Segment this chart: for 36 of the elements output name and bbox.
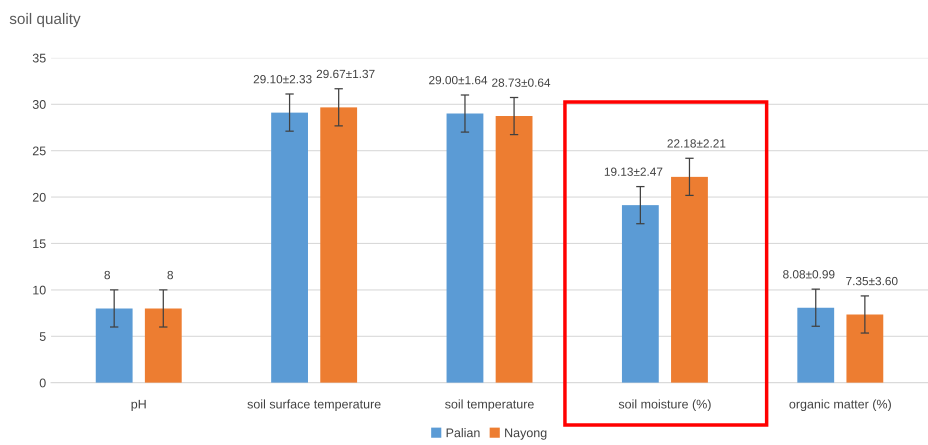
bar	[96, 308, 133, 383]
data-label: 28.73±0.64	[492, 78, 550, 87]
y-tick-label: 35	[32, 54, 46, 62]
legend-label: Nayong	[505, 428, 546, 440]
y-tick-label: 15	[33, 239, 46, 248]
bar	[622, 205, 659, 383]
data-label: 8	[167, 270, 174, 280]
data-label: 22.18±2.21	[668, 139, 726, 148]
bar	[271, 112, 308, 383]
bar	[797, 308, 834, 383]
chart-title: soil quality	[10, 12, 81, 28]
data-label: 19.13±2.47	[604, 168, 662, 176]
bar	[446, 114, 484, 383]
y-tick-label: 0	[40, 378, 46, 388]
x-tick-label: soil moisture (%)	[618, 399, 711, 412]
y-tick-label: 5	[40, 332, 46, 341]
x-tick-label: soil surface temperature	[247, 399, 381, 412]
data-label: 8	[104, 270, 110, 280]
y-tick-label: 30	[32, 100, 46, 109]
x-tick-label: soil temperature	[445, 399, 534, 412]
bar	[671, 176, 708, 383]
data-label: 7.35±3.60	[846, 276, 898, 286]
data-label: 29.10±2.33	[254, 75, 312, 84]
x-tick-label: pH	[132, 400, 146, 412]
data-label: 29.67±1.37	[316, 70, 375, 78]
bar	[496, 116, 532, 383]
y-tick-label: 25	[32, 146, 46, 156]
bar	[846, 314, 884, 383]
y-tick-label: 10	[33, 286, 46, 295]
data-label: 8.08±0.99	[783, 270, 834, 278]
legend-label: Palian	[446, 428, 480, 438]
data-label: 29.00±1.64	[429, 76, 488, 84]
bar	[320, 107, 358, 383]
bar	[144, 308, 182, 383]
x-tick-label: organic matter (%)	[789, 399, 891, 412]
y-tick-label: 20	[32, 192, 46, 202]
